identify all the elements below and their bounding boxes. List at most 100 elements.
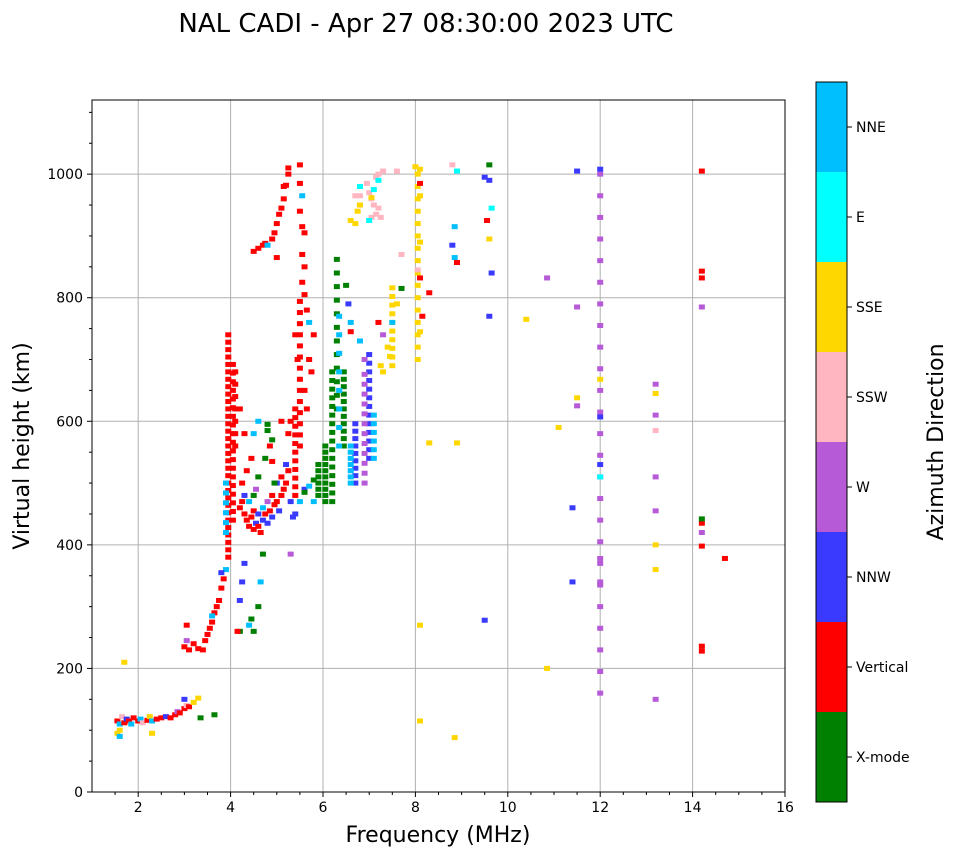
data-point — [232, 394, 239, 400]
data-point — [259, 551, 266, 557]
data-point — [197, 715, 204, 721]
data-point — [301, 489, 308, 495]
data-point — [347, 217, 354, 223]
data-point — [204, 631, 211, 637]
data-point — [698, 643, 705, 649]
data-point — [250, 628, 257, 634]
data-point — [218, 585, 225, 591]
plot-frame — [91, 99, 786, 793]
data-point — [347, 319, 354, 325]
data-point — [222, 530, 229, 535]
data-point — [370, 187, 377, 193]
data-point — [361, 441, 368, 447]
data-point — [225, 354, 232, 360]
data-point — [209, 619, 216, 625]
data-point — [225, 413, 232, 419]
data-point — [347, 474, 354, 480]
data-point — [229, 413, 236, 419]
data-point — [264, 421, 271, 427]
colorbar-segment-ssw — [816, 352, 847, 442]
data-point — [398, 251, 405, 257]
data-point — [146, 714, 153, 720]
colorbar-tick-label: SSW — [856, 390, 888, 406]
data-point — [597, 496, 604, 502]
data-point — [698, 516, 705, 522]
data-point — [574, 304, 581, 310]
data-point — [453, 259, 460, 265]
data-point — [255, 511, 262, 517]
data-point — [269, 437, 276, 443]
data-point — [329, 455, 336, 461]
data-point — [259, 505, 266, 511]
data-point — [652, 567, 659, 573]
data-point — [186, 704, 193, 710]
data-point — [273, 221, 280, 227]
data-point — [234, 628, 241, 634]
data-point — [380, 168, 387, 174]
data-point — [340, 406, 347, 412]
data-point — [356, 338, 363, 344]
data-point — [597, 579, 604, 585]
data-point — [222, 510, 229, 516]
data-point — [417, 180, 424, 186]
data-point — [296, 365, 303, 371]
data-point — [329, 429, 336, 435]
y-tick-label: 1000 — [47, 167, 83, 183]
data-point — [183, 622, 190, 628]
data-point — [285, 468, 292, 474]
data-point — [451, 224, 458, 230]
data-point — [380, 369, 387, 375]
data-point — [322, 492, 329, 498]
data-point — [597, 452, 604, 458]
data-point — [352, 465, 359, 471]
data-point — [356, 193, 363, 199]
data-point — [363, 180, 370, 186]
data-point — [229, 422, 236, 428]
data-point — [306, 483, 313, 489]
data-point — [301, 292, 308, 298]
y-tick-label: 0 — [74, 785, 83, 801]
data-point — [366, 429, 373, 435]
data-point — [211, 610, 218, 616]
data-point — [269, 514, 276, 520]
data-point — [370, 447, 377, 453]
data-point — [347, 455, 354, 461]
data-point — [121, 659, 128, 665]
colorbar-tick-label: X-mode — [856, 750, 910, 766]
data-point — [597, 387, 604, 393]
colorbar-segment-nnw — [816, 532, 847, 622]
data-point — [488, 205, 495, 211]
data-point — [597, 301, 604, 307]
x-tick-label: 8 — [411, 800, 420, 816]
data-point — [250, 431, 257, 437]
data-point — [597, 376, 604, 382]
data-point — [486, 162, 493, 168]
data-point — [246, 622, 253, 628]
data-point — [361, 401, 368, 407]
data-point — [352, 473, 359, 479]
data-point — [414, 221, 421, 227]
data-point — [322, 455, 329, 461]
data-point — [329, 447, 336, 453]
data-point — [303, 406, 310, 412]
data-point — [389, 302, 396, 308]
data-point — [310, 477, 317, 483]
data-point — [236, 597, 243, 603]
data-point — [417, 622, 424, 628]
data-point — [283, 462, 290, 468]
data-point — [336, 387, 343, 393]
data-point — [232, 431, 239, 437]
chart-title: NAL CADI - Apr 27 08:30:00 2023 UTC — [178, 9, 673, 39]
data-point — [366, 369, 373, 375]
data-point — [139, 720, 146, 726]
data-point — [721, 555, 728, 561]
data-point — [370, 438, 377, 444]
data-point — [370, 455, 377, 461]
data-point — [283, 480, 290, 486]
data-point — [264, 520, 271, 526]
data-point — [380, 332, 387, 338]
data-point — [172, 712, 179, 718]
data-point — [389, 311, 396, 317]
data-point — [296, 332, 303, 338]
data-point — [414, 357, 421, 362]
